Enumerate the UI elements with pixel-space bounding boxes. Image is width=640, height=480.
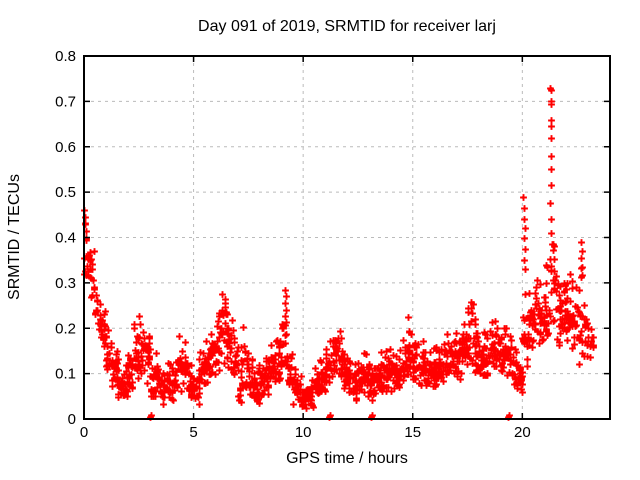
y-tick-label: 0.8 [55, 48, 76, 65]
y-tick-label: 0.7 [55, 93, 76, 110]
y-axis-label: SRMTID / TECUs [6, 174, 23, 300]
x-axis-label: GPS time / hours [286, 450, 408, 467]
chart-title: Day 091 of 2019, SRMTID for receiver lar… [198, 18, 496, 35]
x-tick-labels: 0 5 10 15 20 [80, 424, 531, 441]
x-tick-label: 20 [514, 424, 531, 441]
y-tick-label: 0.5 [55, 184, 76, 201]
x-tick-label: 0 [80, 424, 88, 441]
axis-ticks [83, 55, 610, 420]
data-points [81, 85, 597, 421]
y-tick-label: 0.2 [55, 320, 76, 337]
x-tick-label: 10 [295, 424, 312, 441]
y-tick-labels: 0 0.1 0.2 0.3 0.4 0.5 0.6 0.7 0.8 [55, 48, 76, 428]
y-tick-label: 0 [68, 411, 76, 428]
y-tick-label: 0.1 [55, 366, 76, 383]
x-tick-label: 15 [404, 424, 421, 441]
y-tick-label: 0.6 [55, 139, 76, 156]
x-tick-label: 5 [189, 424, 197, 441]
y-tick-label: 0.3 [55, 275, 76, 292]
y-tick-label: 0.4 [55, 230, 76, 247]
